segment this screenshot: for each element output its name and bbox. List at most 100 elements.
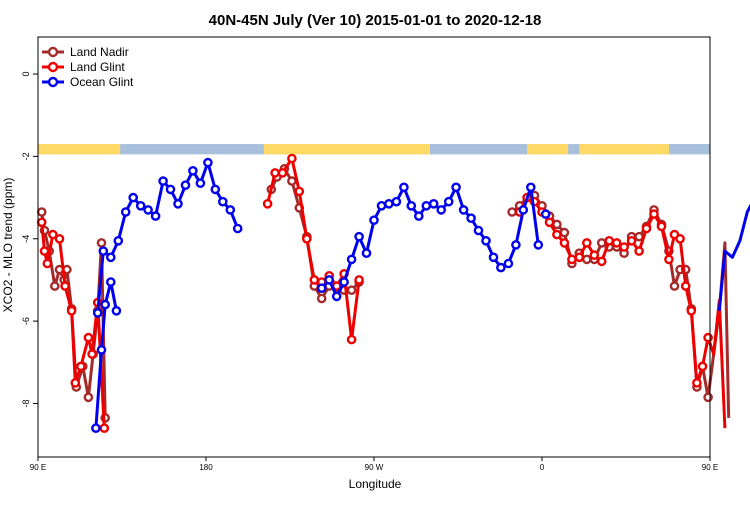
data-point [421,200,432,211]
series-line-land-glint [266,157,361,342]
legend-item: Land Nadir [42,45,129,59]
series-layer [36,153,750,434]
data-point [173,198,183,209]
data-point [217,196,228,207]
data-point [316,283,327,294]
data-point [354,231,364,242]
legend-label: Ocean Glint [70,75,134,89]
data-point [526,182,536,193]
data-point [686,305,697,316]
data-point [270,168,280,178]
data-point [399,182,409,193]
data-point [99,423,110,434]
data-point [611,238,622,248]
data-point [596,238,607,248]
data-point [60,281,70,291]
data-point [496,262,506,273]
data-point [511,240,521,250]
series-ocean-glint [91,157,750,434]
data-point [42,258,53,269]
data-point [150,211,161,221]
data-point [111,305,122,316]
data-point [604,235,615,246]
data-point [488,252,499,263]
data-point [113,235,124,246]
data-point [626,235,637,246]
data-point [559,227,570,238]
data-point [50,281,60,291]
data-point [346,254,357,265]
data-point [596,256,607,267]
data-point [83,332,94,343]
data-point [92,308,103,318]
series-land-glint [36,153,727,434]
y-tick-label: -4 [21,235,31,243]
x-axis-label: Longitude [349,477,402,491]
legend-label: Land Glint [70,60,125,74]
x-tick-label: 90 W [365,463,384,472]
data-point [703,392,713,403]
data-point [589,250,600,260]
y-axis-label: XCO2 - MLO trend (ppm) [1,178,15,313]
legend-item: Land Glint [42,60,125,74]
data-point [507,207,517,217]
data-point [354,275,364,285]
data-point [641,223,652,234]
data-point [634,246,644,256]
data-point [232,223,243,234]
data-point [473,225,484,236]
data-point [277,168,288,178]
data-point [96,345,107,355]
data-point [98,246,109,256]
strip-land-segment [579,144,669,155]
data-point [135,200,146,211]
data-point [76,361,86,372]
series-line-ocean-glint [717,203,750,311]
data-point [518,205,529,215]
legend-swatch-marker [47,46,59,58]
data-point [143,205,153,215]
data-point [188,165,198,176]
x-axis: 90 E 180 90 W 0 90 E [30,457,718,472]
chart-title: 40N-45N July (Ver 10) 2015-01-01 to 2020… [209,12,542,29]
data-point [262,198,273,209]
data-point [316,293,327,304]
data-point [544,217,555,228]
data-point [36,217,47,228]
data-point [503,258,514,269]
data-point [36,207,47,217]
data-point [120,207,131,217]
x-tick-label: 90 E [30,463,46,472]
data-point [582,254,592,265]
data-point [346,285,357,296]
data-point [225,205,236,215]
data-point [91,423,101,434]
strip-land-segment [527,144,569,155]
data-point [106,252,116,263]
data-point [697,361,708,372]
legend-label: Land Nadir [70,45,129,59]
data-point [552,229,562,240]
data-point [346,334,357,345]
data-point [533,240,544,250]
legend-swatch-marker [47,61,59,73]
data-point [165,184,176,195]
data-point [66,305,77,316]
data-point [54,233,65,244]
legend-swatch-marker [47,76,59,88]
data-point [203,157,213,168]
data-point [391,196,402,207]
data-point [680,281,691,291]
data-point [106,277,116,287]
data-point [210,184,221,195]
data-point [443,196,454,207]
data-point [301,233,312,244]
data-point [376,200,387,211]
data-point [413,211,424,221]
data-point [582,238,592,248]
data-point [428,198,439,209]
strip-land-segment [263,144,430,155]
data-point [574,252,585,263]
